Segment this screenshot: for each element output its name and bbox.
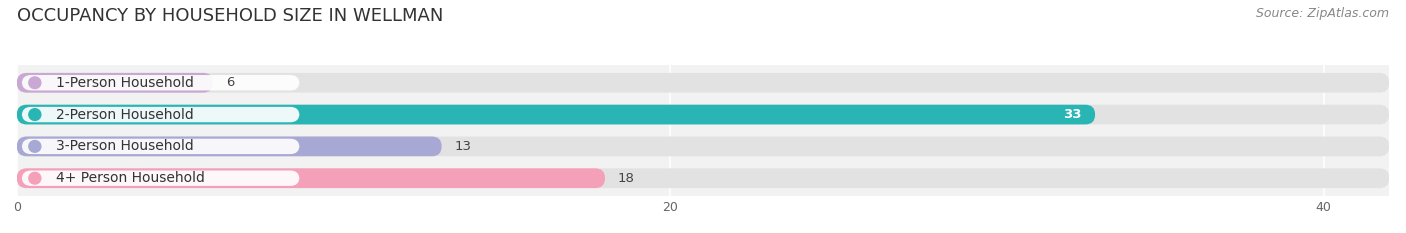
Text: Source: ZipAtlas.com: Source: ZipAtlas.com xyxy=(1256,7,1389,20)
FancyBboxPatch shape xyxy=(17,137,441,156)
Text: 13: 13 xyxy=(454,140,471,153)
Text: 18: 18 xyxy=(619,172,636,185)
Text: 1-Person Household: 1-Person Household xyxy=(56,76,194,90)
FancyBboxPatch shape xyxy=(21,171,299,186)
FancyBboxPatch shape xyxy=(17,168,1389,188)
Circle shape xyxy=(30,140,41,152)
FancyBboxPatch shape xyxy=(21,107,299,122)
FancyBboxPatch shape xyxy=(17,105,1389,124)
Circle shape xyxy=(30,172,41,184)
Circle shape xyxy=(30,77,41,89)
Text: 2-Person Household: 2-Person Household xyxy=(56,108,194,122)
Text: OCCUPANCY BY HOUSEHOLD SIZE IN WELLMAN: OCCUPANCY BY HOUSEHOLD SIZE IN WELLMAN xyxy=(17,7,443,25)
FancyBboxPatch shape xyxy=(21,139,299,154)
Text: 4+ Person Household: 4+ Person Household xyxy=(56,171,205,185)
FancyBboxPatch shape xyxy=(17,105,1095,124)
FancyBboxPatch shape xyxy=(17,137,1389,156)
Text: 3-Person Household: 3-Person Household xyxy=(56,139,194,153)
Text: 6: 6 xyxy=(226,76,235,89)
FancyBboxPatch shape xyxy=(21,75,299,90)
Circle shape xyxy=(30,109,41,120)
FancyBboxPatch shape xyxy=(17,73,1389,93)
FancyBboxPatch shape xyxy=(17,168,605,188)
FancyBboxPatch shape xyxy=(17,73,212,93)
Text: 33: 33 xyxy=(1063,108,1083,121)
